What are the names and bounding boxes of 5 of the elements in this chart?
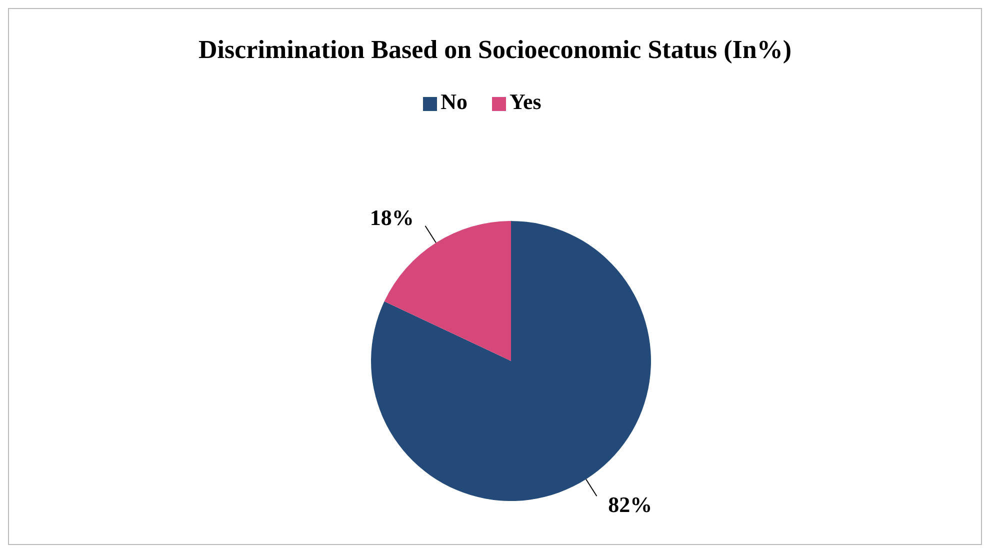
- data-label: 18%: [370, 204, 414, 230]
- legend-label: Yes: [510, 89, 542, 114]
- data-label: 82%: [608, 492, 652, 518]
- chart-title: Discrimination Based on Socioeconomic Status (In%): [198, 34, 792, 66]
- legend-label: No: [440, 89, 468, 114]
